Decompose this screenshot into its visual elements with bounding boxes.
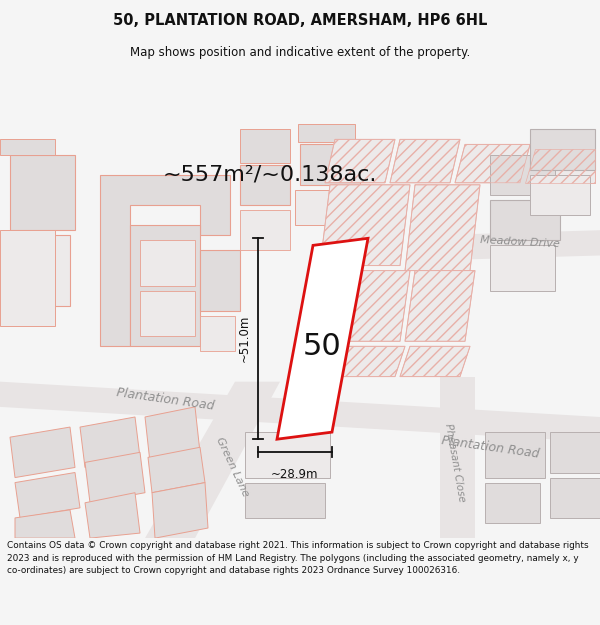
Polygon shape bbox=[10, 154, 75, 230]
Polygon shape bbox=[245, 432, 330, 478]
Polygon shape bbox=[85, 452, 145, 503]
Text: Meadow Drive: Meadow Drive bbox=[480, 235, 560, 249]
Polygon shape bbox=[320, 271, 410, 341]
Polygon shape bbox=[80, 417, 140, 468]
Polygon shape bbox=[300, 144, 360, 185]
Polygon shape bbox=[240, 129, 290, 162]
Polygon shape bbox=[140, 291, 195, 336]
Polygon shape bbox=[390, 139, 460, 182]
Text: 50, PLANTATION ROAD, AMERSHAM, HP6 6HL: 50, PLANTATION ROAD, AMERSHAM, HP6 6HL bbox=[113, 13, 487, 28]
Polygon shape bbox=[10, 427, 75, 478]
Polygon shape bbox=[148, 448, 205, 493]
Polygon shape bbox=[550, 478, 600, 518]
Text: Pheasant Close: Pheasant Close bbox=[443, 422, 467, 502]
Polygon shape bbox=[240, 210, 290, 251]
Text: ~557m²/~0.138ac.: ~557m²/~0.138ac. bbox=[163, 165, 377, 185]
Polygon shape bbox=[140, 241, 195, 286]
Polygon shape bbox=[530, 129, 595, 169]
Text: Plantation Road: Plantation Road bbox=[440, 434, 540, 461]
Polygon shape bbox=[0, 139, 55, 154]
Polygon shape bbox=[0, 230, 55, 326]
Polygon shape bbox=[320, 346, 405, 377]
Polygon shape bbox=[490, 200, 560, 241]
Polygon shape bbox=[245, 482, 325, 518]
Polygon shape bbox=[100, 175, 230, 346]
Polygon shape bbox=[295, 190, 355, 225]
Polygon shape bbox=[485, 482, 540, 523]
Polygon shape bbox=[490, 246, 555, 291]
Polygon shape bbox=[130, 225, 200, 346]
Polygon shape bbox=[10, 235, 70, 306]
Polygon shape bbox=[15, 510, 75, 538]
Polygon shape bbox=[298, 124, 355, 142]
Text: Contains OS data © Crown copyright and database right 2021. This information is : Contains OS data © Crown copyright and d… bbox=[7, 541, 589, 575]
Text: Plantation Road: Plantation Road bbox=[115, 386, 215, 413]
Text: ~28.9m: ~28.9m bbox=[271, 469, 319, 481]
Polygon shape bbox=[325, 139, 395, 182]
Polygon shape bbox=[485, 432, 545, 478]
Polygon shape bbox=[530, 175, 590, 215]
Polygon shape bbox=[525, 149, 595, 182]
Polygon shape bbox=[85, 492, 140, 538]
Polygon shape bbox=[405, 185, 480, 271]
Polygon shape bbox=[430, 230, 600, 261]
Polygon shape bbox=[200, 251, 240, 311]
Polygon shape bbox=[277, 238, 368, 439]
Polygon shape bbox=[0, 382, 600, 442]
Polygon shape bbox=[550, 432, 600, 472]
Text: ~51.0m: ~51.0m bbox=[238, 315, 251, 362]
Polygon shape bbox=[320, 185, 410, 266]
Polygon shape bbox=[440, 377, 475, 538]
Polygon shape bbox=[145, 407, 200, 462]
Text: 50: 50 bbox=[302, 332, 341, 361]
Polygon shape bbox=[152, 482, 208, 538]
Polygon shape bbox=[15, 472, 80, 518]
Text: Map shows position and indicative extent of the property.: Map shows position and indicative extent… bbox=[130, 46, 470, 59]
Polygon shape bbox=[455, 144, 530, 182]
Polygon shape bbox=[145, 382, 280, 538]
Polygon shape bbox=[240, 164, 290, 205]
Polygon shape bbox=[405, 271, 475, 341]
Polygon shape bbox=[200, 316, 235, 351]
Polygon shape bbox=[400, 346, 470, 377]
Polygon shape bbox=[490, 154, 555, 195]
Text: Green Lane: Green Lane bbox=[214, 436, 250, 499]
